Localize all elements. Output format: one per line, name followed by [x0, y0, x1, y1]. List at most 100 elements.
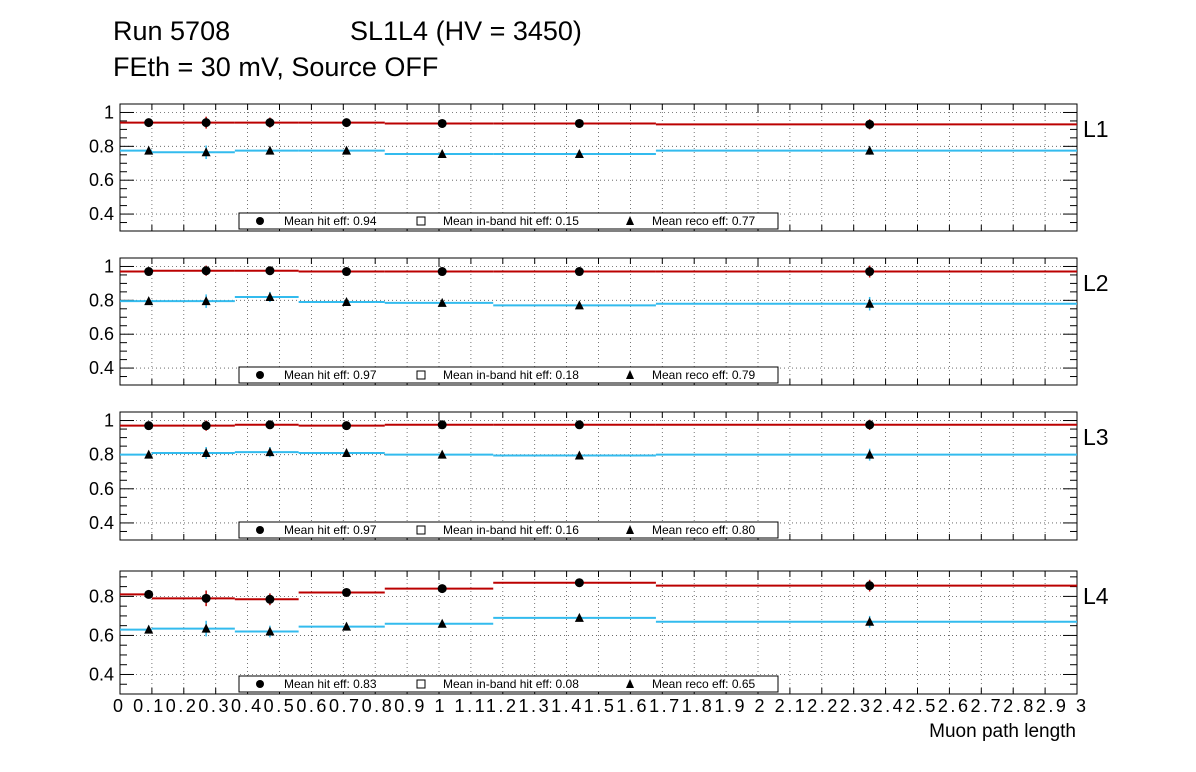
hit-eff-point — [265, 420, 275, 430]
hit-eff-point — [201, 421, 211, 431]
y-tick-label: 1 — [104, 102, 114, 122]
hit-eff-point — [437, 267, 447, 277]
reco-eff-point — [201, 296, 211, 306]
hit-eff-point — [144, 589, 154, 599]
reco-eff-point — [437, 618, 447, 628]
reco-eff-point — [865, 616, 875, 626]
legend-reco-marker — [626, 216, 634, 225]
layer-label: L1 — [1083, 116, 1109, 142]
hit-eff-point — [341, 267, 351, 277]
hit-eff-point — [201, 266, 211, 276]
reco-eff-point — [437, 148, 447, 158]
y-tick-label: 1 — [104, 256, 114, 276]
reco-eff-point — [865, 145, 875, 155]
reco-eff-point — [341, 297, 351, 307]
hit-eff-point — [341, 118, 351, 128]
hit-eff-point — [144, 118, 154, 128]
legend-inband-label: Mean in-band hit eff: 0.18 — [443, 368, 579, 382]
y-tick-label: 0.8 — [89, 290, 114, 310]
run-title: Run 5708 — [113, 16, 231, 46]
reco-eff-point — [144, 624, 154, 634]
legend-hit-marker — [256, 526, 264, 534]
legend-reco-marker — [626, 370, 634, 379]
legend-hit-label: Mean hit eff: 0.94 — [284, 214, 377, 228]
legend-inband-label: Mean in-band hit eff: 0.16 — [443, 523, 579, 537]
legend-hit-label: Mean hit eff: 0.83 — [284, 677, 377, 691]
x-axis-title: Muon path length — [929, 721, 1076, 742]
reco-eff-point — [574, 300, 584, 310]
legend-reco-marker — [626, 679, 634, 688]
y-tick-label: 0.4 — [89, 204, 114, 224]
reco-eff-point — [341, 145, 351, 155]
legend-inband-label: Mean in-band hit eff: 0.08 — [443, 677, 579, 691]
reco-eff-point — [341, 447, 351, 457]
hit-eff-point — [865, 581, 875, 591]
y-tick-label: 1 — [104, 411, 114, 431]
reco-eff-point — [144, 449, 154, 459]
reco-eff-point — [265, 291, 275, 301]
reco-eff-point — [201, 447, 211, 457]
hit-eff-point — [265, 118, 275, 128]
plot-frame — [119, 257, 1078, 386]
hit-eff-point — [144, 421, 154, 431]
legend-hit-marker — [256, 217, 264, 225]
reco-eff-point — [341, 621, 351, 631]
legend-box — [238, 366, 779, 384]
hit-eff-point — [265, 266, 275, 276]
reco-eff-point — [201, 623, 211, 633]
reco-eff-point — [865, 298, 875, 308]
legend-hit-marker — [256, 371, 264, 379]
hit-eff-point — [201, 118, 211, 128]
legend-inband-marker — [416, 370, 426, 380]
reco-eff-point — [574, 612, 584, 622]
legend-hit-label: Mean hit eff: 0.97 — [284, 368, 377, 382]
layer-label: L3 — [1083, 424, 1109, 450]
hit-eff-point — [574, 578, 584, 588]
reco-eff-point — [201, 147, 211, 157]
hit-eff-point — [201, 593, 211, 603]
legend-reco-label: Mean reco eff: 0.65 — [652, 677, 756, 691]
legend-inband-marker — [416, 216, 426, 226]
y-tick-label: 0.6 — [89, 170, 114, 190]
y-tick-label: 0.6 — [89, 479, 114, 499]
reco-eff-point — [144, 145, 154, 155]
legend-inband-label: Mean in-band hit eff: 0.15 — [443, 214, 579, 228]
reco-eff-point — [437, 449, 447, 459]
hit-eff-point — [341, 587, 351, 597]
y-tick-label: 0.8 — [89, 586, 114, 606]
y-tick-label: 0.6 — [89, 324, 114, 344]
legend-inband-marker — [416, 679, 426, 689]
conditions-title: FEth = 30 mV, Source OFF — [113, 52, 439, 82]
hit-eff-point — [341, 421, 351, 431]
hit-eff-point — [865, 119, 875, 129]
reco-eff-point — [574, 148, 584, 158]
x-tick-labels: 0 0.10.20.30.40.50.60.70.80.9 1 1.11.21.… — [113, 696, 1086, 716]
legend-reco-label: Mean reco eff: 0.80 — [652, 523, 756, 537]
hit-eff-point — [437, 584, 447, 594]
reco-eff-point — [265, 145, 275, 155]
legend-reco-label: Mean reco eff: 0.77 — [652, 214, 756, 228]
reco-eff-point — [144, 296, 154, 306]
panel-l3: 0.4 0.6 0.8 1 Mean hit eff: 0.97 Mean in-band… — [89, 411, 1109, 541]
hit-eff-point — [574, 118, 584, 128]
panel-l4: 0.4 0.6 0.8 Mean hit eff: 0.83 Mean in-band … — [89, 570, 1109, 695]
y-tick-label: 0.4 — [89, 664, 114, 684]
hit-eff-point — [144, 267, 154, 277]
reco-eff-point — [574, 450, 584, 460]
reco-eff-point — [265, 626, 275, 636]
y-tick-label: 0.4 — [89, 513, 114, 533]
hit-eff-point — [265, 594, 275, 604]
panel-l2: 0.4 0.6 0.8 1 Mean hit eff: 0.97 Mean in-band… — [89, 256, 1109, 386]
hit-eff-point — [865, 267, 875, 277]
y-tick-label: 0.8 — [89, 445, 114, 465]
y-tick-label: 0.4 — [89, 358, 114, 378]
legend-box — [238, 212, 779, 230]
layer-label: L4 — [1083, 583, 1109, 609]
y-tick-label: 0.8 — [89, 136, 114, 156]
reco-eff-point — [265, 447, 275, 457]
hit-eff-point — [437, 118, 447, 128]
superlayer-title: SL1L4 (HV = 3450) — [350, 16, 582, 46]
reco-eff-point — [437, 297, 447, 307]
y-tick-label: 0.6 — [89, 625, 114, 645]
